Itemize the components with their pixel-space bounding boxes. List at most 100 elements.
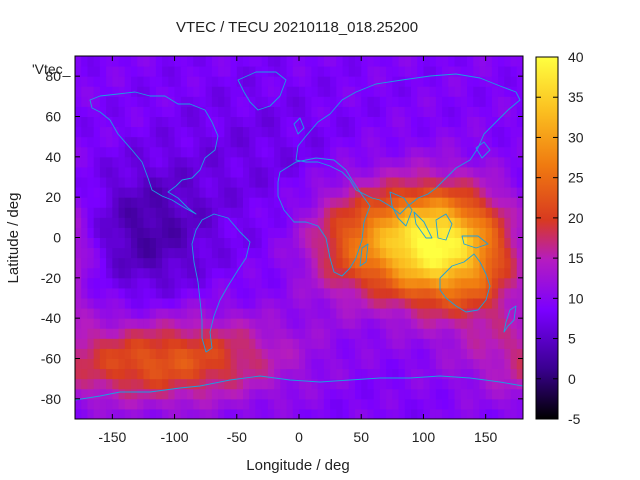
heatmap-cell (435, 388, 443, 400)
heatmap-cell (516, 96, 523, 107)
heatmap-cell (361, 348, 368, 359)
heatmap-cell (174, 66, 182, 77)
heatmap-cell (218, 56, 225, 67)
heatmap-cell (311, 378, 319, 390)
heatmap-cell (205, 358, 213, 370)
heatmap-cell (373, 86, 381, 97)
heatmap-cell (342, 146, 350, 158)
heatmap-cell (106, 298, 113, 309)
heatmap-cell (348, 66, 356, 77)
heatmap-cell (311, 136, 319, 148)
heatmap-cell (168, 267, 176, 279)
heatmap-cell (243, 408, 250, 419)
heatmap-cell (423, 187, 431, 198)
heatmap-cell (211, 388, 219, 400)
heatmap-cell (267, 348, 275, 359)
heatmap-cell (230, 197, 238, 208)
heatmap-cell (467, 227, 474, 238)
heatmap-cell (243, 156, 250, 168)
heatmap-cell (255, 136, 263, 148)
heatmap-cell (504, 76, 512, 87)
heatmap-cell (205, 348, 213, 359)
heatmap-cell (355, 187, 362, 198)
heatmap-cell (230, 237, 238, 249)
heatmap-cell (435, 308, 443, 319)
heatmap-cell (491, 358, 499, 370)
heatmap-cell (355, 338, 362, 349)
heatmap-cell (311, 56, 319, 67)
heatmap-cell (180, 116, 188, 128)
heatmap-cell (124, 267, 132, 279)
heatmap-cell (81, 136, 88, 148)
heatmap-cell (81, 106, 88, 117)
heatmap-cell (187, 136, 194, 148)
heatmap-cell (267, 146, 275, 158)
heatmap-cell (379, 298, 387, 309)
heatmap-cell (292, 166, 300, 178)
heatmap-cell (330, 308, 337, 319)
heatmap-cell (417, 106, 424, 117)
heatmap-cell (305, 66, 312, 77)
heatmap-cell (417, 207, 424, 218)
heatmap-cell (355, 348, 362, 359)
heatmap-cell (361, 76, 368, 87)
heatmap-cell (131, 126, 138, 138)
heatmap-cell (261, 86, 269, 97)
heatmap-cell (417, 156, 424, 168)
heatmap-cell (131, 76, 138, 87)
heatmap-cell (473, 166, 480, 178)
heatmap-cell (305, 388, 312, 400)
heatmap-cell (280, 66, 288, 77)
heatmap-cell (355, 116, 362, 128)
heatmap-cell (261, 267, 269, 279)
heatmap-cell (249, 76, 256, 87)
heatmap-cell (460, 378, 468, 390)
heatmap-cell (280, 378, 288, 390)
heatmap-cell (249, 388, 256, 400)
heatmap-cell (137, 146, 144, 158)
heatmap-cell (118, 207, 126, 218)
heatmap-cell (249, 156, 256, 168)
heatmap-cell (224, 298, 232, 309)
heatmap-cell (162, 277, 169, 289)
heatmap-cell (99, 197, 107, 208)
heatmap-cell (137, 227, 144, 238)
heatmap-cell (199, 298, 207, 309)
heatmap-cell (460, 106, 468, 117)
heatmap-cell (255, 156, 263, 168)
coastline-sumatra (413, 211, 433, 239)
heatmap-cell (485, 338, 493, 349)
heatmap-cell (255, 66, 263, 77)
heatmap-cell (317, 156, 325, 168)
heatmap-cell (299, 257, 306, 269)
heatmap-cell (193, 298, 200, 309)
heatmap-cell (187, 318, 194, 329)
heatmap-cell (479, 328, 487, 339)
heatmap-cell (81, 267, 88, 279)
heatmap-cell (305, 328, 312, 339)
heatmap-cell (510, 398, 518, 410)
heatmap-cell (373, 338, 381, 349)
heatmap-cell (292, 358, 300, 370)
x-axis-label: Longitude / deg (246, 457, 349, 474)
heatmap-cell (236, 398, 244, 410)
heatmap-cell (249, 378, 256, 390)
heatmap-cell (180, 308, 188, 319)
heatmap-cell (243, 328, 250, 339)
heatmap-cell (355, 287, 362, 299)
heatmap-cell (392, 277, 400, 289)
heatmap-cell (243, 56, 250, 67)
heatmap-cell (205, 287, 213, 299)
heatmap-cell (392, 358, 400, 370)
heatmap-cell (435, 217, 443, 228)
heatmap-cell (143, 267, 151, 279)
heatmap-cell (323, 66, 331, 77)
heatmap-cell (205, 237, 213, 249)
heatmap-cell (311, 227, 319, 238)
heatmap-cell (305, 76, 312, 87)
heatmap-cell (218, 388, 225, 400)
heatmap-cell (323, 257, 331, 269)
heatmap-cell (218, 116, 225, 128)
heatmap-cell (292, 217, 300, 228)
